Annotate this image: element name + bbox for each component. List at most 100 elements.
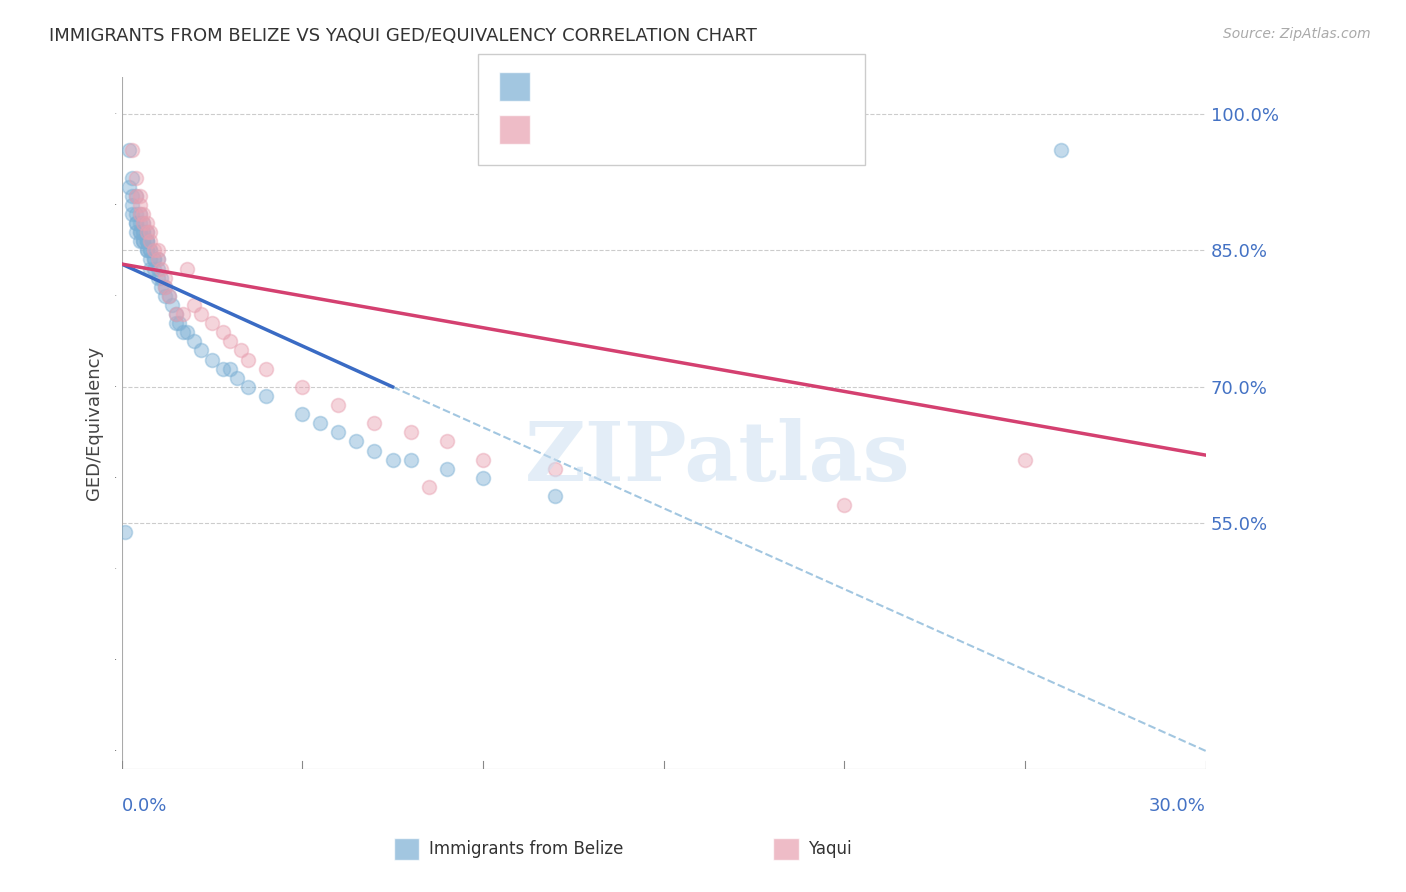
Point (150, 261, 173, 276)
Point (190, 307, 212, 321)
Text: R = -0.286   N = 40: R = -0.286 N = 40 (541, 120, 718, 138)
Point (183, 298, 205, 312)
Point (139, 244, 162, 258)
Point (125, 207, 148, 221)
Point (172, 325, 194, 339)
Point (146, 244, 169, 258)
Point (165, 307, 187, 321)
Point (1050, 143, 1073, 157)
Point (229, 343, 252, 358)
Point (471, 471, 494, 485)
Point (125, 188, 148, 202)
Point (544, 489, 567, 503)
Point (399, 452, 422, 467)
Point (143, 252, 166, 267)
Point (471, 452, 494, 467)
Point (121, 188, 143, 202)
Point (125, 188, 148, 202)
Point (157, 289, 180, 303)
Point (135, 234, 157, 248)
Point (201, 316, 224, 330)
Point (328, 425, 350, 440)
Text: R = -0.249   N = 69: R = -0.249 N = 69 (541, 78, 718, 95)
Point (381, 452, 404, 467)
Point (132, 216, 155, 230)
Point (172, 307, 194, 321)
Point (135, 244, 157, 258)
Point (114, 525, 136, 540)
Text: Yaqui: Yaqui (808, 840, 852, 858)
Point (344, 434, 367, 449)
Point (125, 170, 148, 185)
Point (128, 216, 150, 230)
Point (132, 225, 155, 239)
Point (143, 261, 166, 276)
Point (125, 216, 148, 230)
Point (125, 216, 148, 230)
Point (121, 198, 143, 212)
Point (226, 370, 249, 384)
Point (132, 207, 155, 221)
Point (132, 234, 155, 248)
Point (236, 380, 259, 394)
Point (160, 298, 183, 312)
Point (153, 279, 176, 293)
Point (135, 234, 157, 248)
Point (157, 289, 180, 303)
Point (236, 352, 259, 367)
Point (121, 207, 143, 221)
Point (254, 389, 277, 403)
Text: IMMIGRANTS FROM BELIZE VS YAQUI GED/EQUIVALENCY CORRELATION CHART: IMMIGRANTS FROM BELIZE VS YAQUI GED/EQUI… (49, 27, 756, 45)
Point (128, 225, 150, 239)
Point (128, 207, 150, 221)
Point (254, 361, 277, 376)
Point (132, 216, 155, 230)
Point (139, 261, 162, 276)
Text: Immigrants from Belize: Immigrants from Belize (429, 840, 623, 858)
Point (363, 417, 385, 431)
Point (153, 289, 176, 303)
Point (436, 462, 458, 476)
Point (211, 325, 233, 339)
Point (201, 352, 224, 367)
Point (139, 234, 162, 248)
Text: ZIPatlas: ZIPatlas (524, 417, 911, 498)
Point (139, 244, 162, 258)
Point (143, 244, 166, 258)
Point (190, 343, 212, 358)
Point (118, 143, 141, 157)
Point (436, 434, 458, 449)
Text: Source: ZipAtlas.com: Source: ZipAtlas.com (1223, 27, 1371, 41)
Point (146, 270, 169, 285)
Point (128, 188, 150, 202)
Point (125, 225, 148, 239)
Point (291, 407, 314, 421)
Point (135, 234, 157, 248)
Point (309, 417, 332, 431)
Point (146, 252, 169, 267)
Point (291, 380, 314, 394)
Point (219, 334, 242, 349)
Point (121, 170, 143, 185)
Point (150, 270, 173, 285)
Point (165, 316, 187, 330)
Point (363, 443, 385, 458)
Point (418, 480, 440, 494)
Point (150, 279, 173, 293)
Point (128, 198, 150, 212)
Point (169, 316, 191, 330)
Point (143, 252, 166, 267)
Point (118, 179, 141, 194)
Point (1014, 452, 1036, 467)
Point (132, 225, 155, 239)
Point (128, 234, 150, 248)
Point (146, 252, 169, 267)
Point (165, 307, 187, 321)
Point (399, 425, 422, 440)
Point (121, 143, 143, 157)
Point (139, 252, 162, 267)
Point (328, 398, 350, 412)
Point (135, 216, 157, 230)
Point (128, 225, 150, 239)
Point (832, 498, 855, 512)
